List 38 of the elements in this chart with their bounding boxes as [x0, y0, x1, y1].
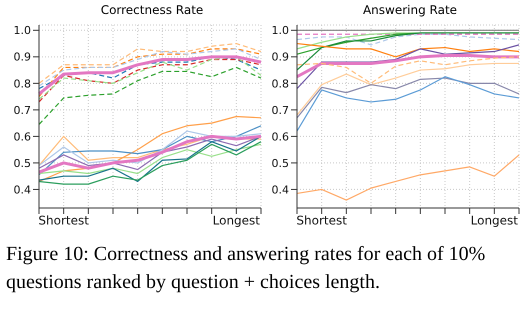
line-series: [296, 154, 520, 201]
line-series: [296, 56, 520, 84]
line-series: [38, 66, 262, 126]
caption: Figure 10: Correctness and answering rates for each of 10% questions ranked by question + choices length.: [6, 242, 486, 295]
line-series: [38, 48, 262, 98]
line-series: [296, 34, 520, 46]
y-tick-label: 0.6: [272, 130, 289, 144]
y-tick-label: 0.6: [14, 130, 31, 144]
line-series: [38, 125, 262, 176]
x-tick-label: Longest: [470, 214, 518, 228]
y-tick-label: 0.7: [14, 104, 31, 117]
y-tick-label: 0.8: [272, 77, 289, 90]
chart-title: Correctness Rate: [100, 3, 204, 17]
chart-title: Answering Rate: [362, 3, 458, 17]
line-series: [296, 32, 520, 71]
line-series: [296, 44, 520, 90]
x-tick-label: Shortest: [38, 214, 90, 228]
line-series: [38, 141, 262, 185]
y-tick-label: 0.7: [272, 104, 289, 117]
line-series: [296, 77, 520, 118]
line-series: [296, 54, 520, 78]
y-tick-label: 0.4: [14, 183, 31, 196]
line-series: [296, 76, 520, 132]
y-tick-label: 1.0: [14, 24, 31, 38]
y-tick-label: 0.8: [14, 77, 31, 90]
y-tick-label: 0.9: [14, 50, 31, 64]
y-tick-label: 1.0: [272, 24, 289, 38]
line-series: [38, 144, 262, 174]
y-tick-label: 0.4: [272, 183, 289, 196]
line-series: [38, 42, 262, 84]
x-tick-label: Longest: [212, 214, 260, 228]
y-tick-label: 0.5: [272, 156, 289, 170]
y-tick-label: 0.9: [272, 50, 289, 64]
x-tick-label: Shortest: [296, 214, 348, 228]
line-series: [296, 62, 520, 116]
line-series: [38, 136, 262, 182]
line-series: [296, 42, 520, 58]
y-tick-label: 0.5: [14, 156, 31, 170]
